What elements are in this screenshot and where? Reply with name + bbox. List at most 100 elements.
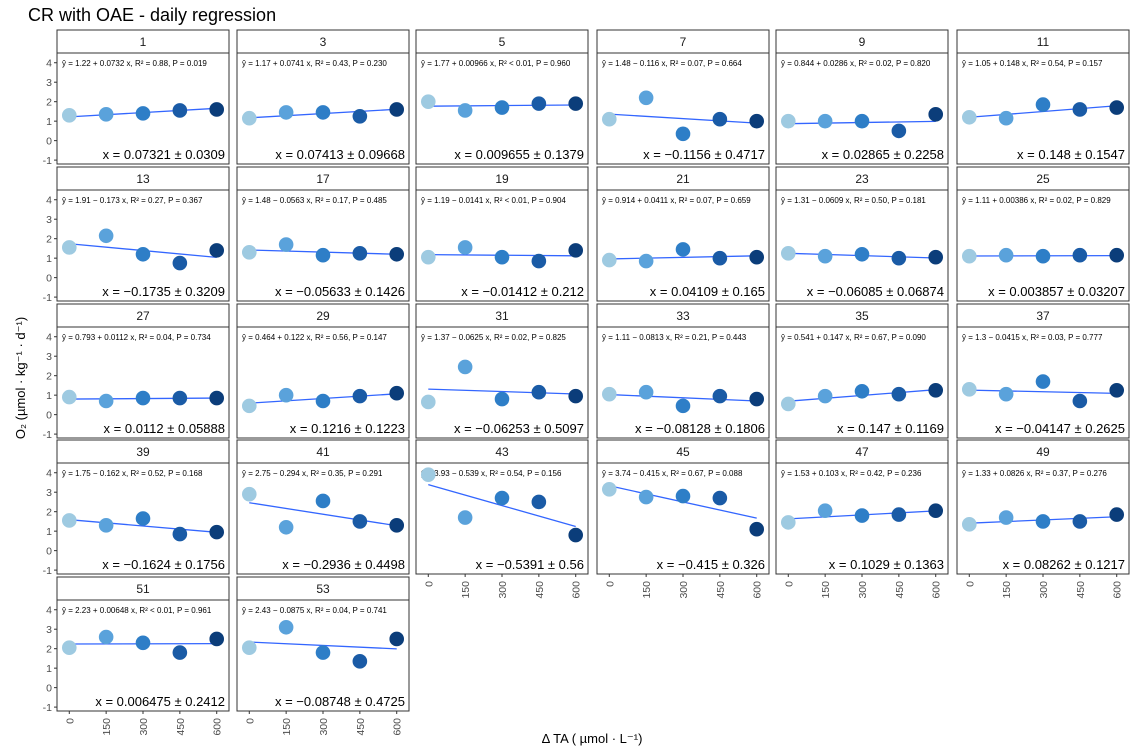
data-point <box>854 508 870 523</box>
slope-estimate: x = −0.05633 ± 0.1426 <box>275 284 405 299</box>
regression-line <box>969 389 1117 395</box>
panel-11: 11 ŷ = 1.05 + 0.148 x, R² = 0.54, P = 0.1… <box>956 29 1130 165</box>
y-tick-label: 0 <box>46 546 52 558</box>
data-point <box>638 489 654 505</box>
slope-estimate: x = 0.0112 ± 0.05888 <box>104 421 225 436</box>
regression-equation: ŷ = 1.05 + 0.148 x, R² = 0.54, P = 0.157 <box>962 59 1103 68</box>
data-point <box>817 113 833 129</box>
regression-equation: ŷ = 0.914 + 0.0411 x, R² = 0.07, P = 0.6… <box>602 196 751 205</box>
regression-equation: ŷ = 1.33 + 0.0826 x, R² = 0.37, P = 0.27… <box>962 469 1107 478</box>
data-point <box>315 645 331 660</box>
data-point <box>961 248 977 264</box>
x-tick-label: 300 <box>138 718 150 736</box>
y-tick-label: 0 <box>46 683 52 695</box>
data-point <box>780 113 796 129</box>
y-tick-label: 2 <box>46 371 52 383</box>
x-tick-label: 150 <box>101 718 113 736</box>
regression-equation: ŷ = 1.22 + 0.0732 x, R² = 0.88, P = 0.01… <box>62 59 207 68</box>
data-point <box>712 388 728 404</box>
data-point <box>817 248 833 264</box>
x-tick-label: 600 <box>571 581 583 599</box>
data-point <box>389 102 405 117</box>
panel-plot-area <box>236 326 410 439</box>
panel-plot-area <box>236 462 410 575</box>
slope-estimate: x = 0.006475 ± 0.2412 <box>95 694 225 709</box>
regression-line <box>249 502 397 527</box>
data-point <box>278 105 294 120</box>
data-point <box>928 107 944 122</box>
panel-plot-area <box>596 462 770 575</box>
panel-43: 43 ŷ = 3.93 − 0.539 x, R² = 0.54, P = 0.1… <box>415 439 589 599</box>
data-point <box>1072 247 1088 263</box>
chart-title: CR with OAE - daily regression <box>28 5 277 25</box>
data-point <box>961 109 977 125</box>
slope-estimate: x = 0.04109 ± 0.165 <box>650 284 765 299</box>
data-point <box>494 391 510 407</box>
y-tick-label: 2 <box>46 97 52 109</box>
panel-strip-label: 35 <box>855 309 869 323</box>
data-point <box>531 494 547 510</box>
data-point <box>389 518 405 533</box>
panel-strip-label: 53 <box>316 582 330 596</box>
panel-strip-label: 27 <box>136 309 150 323</box>
panel-plot-area <box>775 189 949 302</box>
panel-strip-label: 19 <box>495 172 509 186</box>
panel-plot-area <box>56 599 230 712</box>
panel-17: 17 ŷ = 1.48 − 0.0563 x, R² = 0.17, P = 0.… <box>236 166 410 302</box>
regression-equation: ŷ = 0.464 + 0.122 x, R² = 0.56, P = 0.14… <box>242 333 387 342</box>
regression-equation: ŷ = 0.541 + 0.147 x, R² = 0.67, P = 0.09… <box>781 333 926 342</box>
regression-equation: ŷ = 1.91 − 0.173 x, R² = 0.27, P = 0.367 <box>62 196 203 205</box>
data-point <box>780 396 796 412</box>
data-point <box>241 245 257 260</box>
panel-strip-label: 37 <box>1036 309 1050 323</box>
regression-equation: ŷ = 2.75 − 0.294 x, R² = 0.35, P = 0.291 <box>242 469 383 478</box>
panel-21: 21 ŷ = 0.914 + 0.0411 x, R² = 0.07, P = 0… <box>596 166 770 302</box>
x-tick-label: 150 <box>641 581 653 599</box>
panel-9: 9 ŷ = 0.844 + 0.0286 x, R² = 0.02, P = 0.… <box>775 29 949 165</box>
data-point <box>315 393 331 409</box>
panel-strip-label: 31 <box>495 309 509 323</box>
panel-53: 53 ŷ = 2.43 − 0.0875 x, R² = 0.04, P = 0.… <box>236 576 410 736</box>
panel-45: 45 ŷ = 3.74 − 0.415 x, R² = 0.67, P = 0.0… <box>596 439 770 599</box>
panel-41: 41 ŷ = 2.75 − 0.294 x, R² = 0.35, P = 0.2… <box>236 439 410 575</box>
data-point <box>998 510 1014 525</box>
panel-strip-label: 17 <box>316 172 330 186</box>
panel-27: 27 ŷ = 0.793 + 0.0112 x, R² = 0.04, P = 0… <box>43 303 230 441</box>
data-point <box>854 246 870 262</box>
x-tick-label: 150 <box>281 718 293 736</box>
x-tick-label: 300 <box>857 581 869 599</box>
panel-37: 37 ŷ = 1.3 − 0.0415 x, R² = 0.03, P = 0.7… <box>956 303 1130 439</box>
data-point <box>315 247 331 263</box>
data-point <box>1109 382 1125 398</box>
data-point <box>601 481 617 497</box>
slope-estimate: x = −0.08128 ± 0.1806 <box>635 421 765 436</box>
x-axis-title: Δ TA ( µmol · L⁻¹) <box>542 731 643 746</box>
data-point <box>601 252 617 268</box>
panel-strip-label: 29 <box>316 309 330 323</box>
regression-equation: ŷ = 1.11 + 0.00386 x, R² = 0.02, P = 0.8… <box>962 196 1111 205</box>
panel-plot-area <box>596 52 770 165</box>
data-point <box>494 249 510 265</box>
data-point <box>998 386 1014 402</box>
y-tick-label: 1 <box>46 663 52 675</box>
data-point <box>494 490 510 506</box>
data-point <box>928 382 944 398</box>
y-tick-label: -1 <box>43 429 52 441</box>
panel-strip-label: 51 <box>136 582 150 596</box>
data-point <box>420 467 436 482</box>
panel-39: 39 ŷ = 1.75 − 0.162 x, R² = 0.52, P = 0.1… <box>43 439 230 577</box>
panel-strip-label: 5 <box>499 35 506 49</box>
data-point <box>961 517 977 532</box>
x-tick-label: 0 <box>64 718 76 724</box>
data-point <box>1072 102 1088 117</box>
data-point <box>278 387 294 403</box>
x-tick-label: 450 <box>715 581 727 599</box>
data-point <box>172 255 188 271</box>
data-point <box>135 635 151 651</box>
x-tick-label: 0 <box>423 581 435 587</box>
data-point <box>891 507 907 522</box>
panel-5: 5 ŷ = 1.77 + 0.00966 x, R² < 0.01, P = 0.… <box>415 29 589 165</box>
panel-23: 23 ŷ = 1.31 − 0.0609 x, R² = 0.50, P = 0.… <box>775 166 949 302</box>
data-point <box>457 359 473 375</box>
data-point <box>352 108 368 124</box>
